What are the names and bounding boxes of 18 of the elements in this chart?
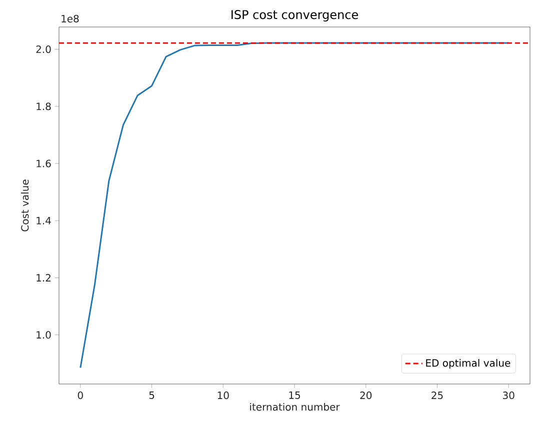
y-tick-label: 1.4 [36,216,51,224]
x-tick-label: 20 [360,392,372,400]
y-tick-label: 1.8 [36,102,51,110]
legend-label: ED optimal value [426,358,510,369]
text: 1e8 [62,14,79,22]
y-tick-label: 1.6 [36,160,51,168]
x-axis-title: iternation number [250,402,340,411]
y-tick-label: 2.0 [36,45,51,54]
x-tick-label: 0 [78,392,83,400]
x-tick-label: 5 [149,392,154,399]
y-tick-label: 1.2 [36,274,50,282]
x-tick-label: 25 [432,392,443,400]
x-tick-label: 30 [503,392,514,400]
chart-title: ISP cost convergence [232,10,358,22]
y-tick-label: 1.0 [36,331,51,339]
x-tick-label: 15 [289,392,300,399]
y-axis-title: Cost value [20,180,29,232]
x-tick-label: 10 [218,392,229,400]
